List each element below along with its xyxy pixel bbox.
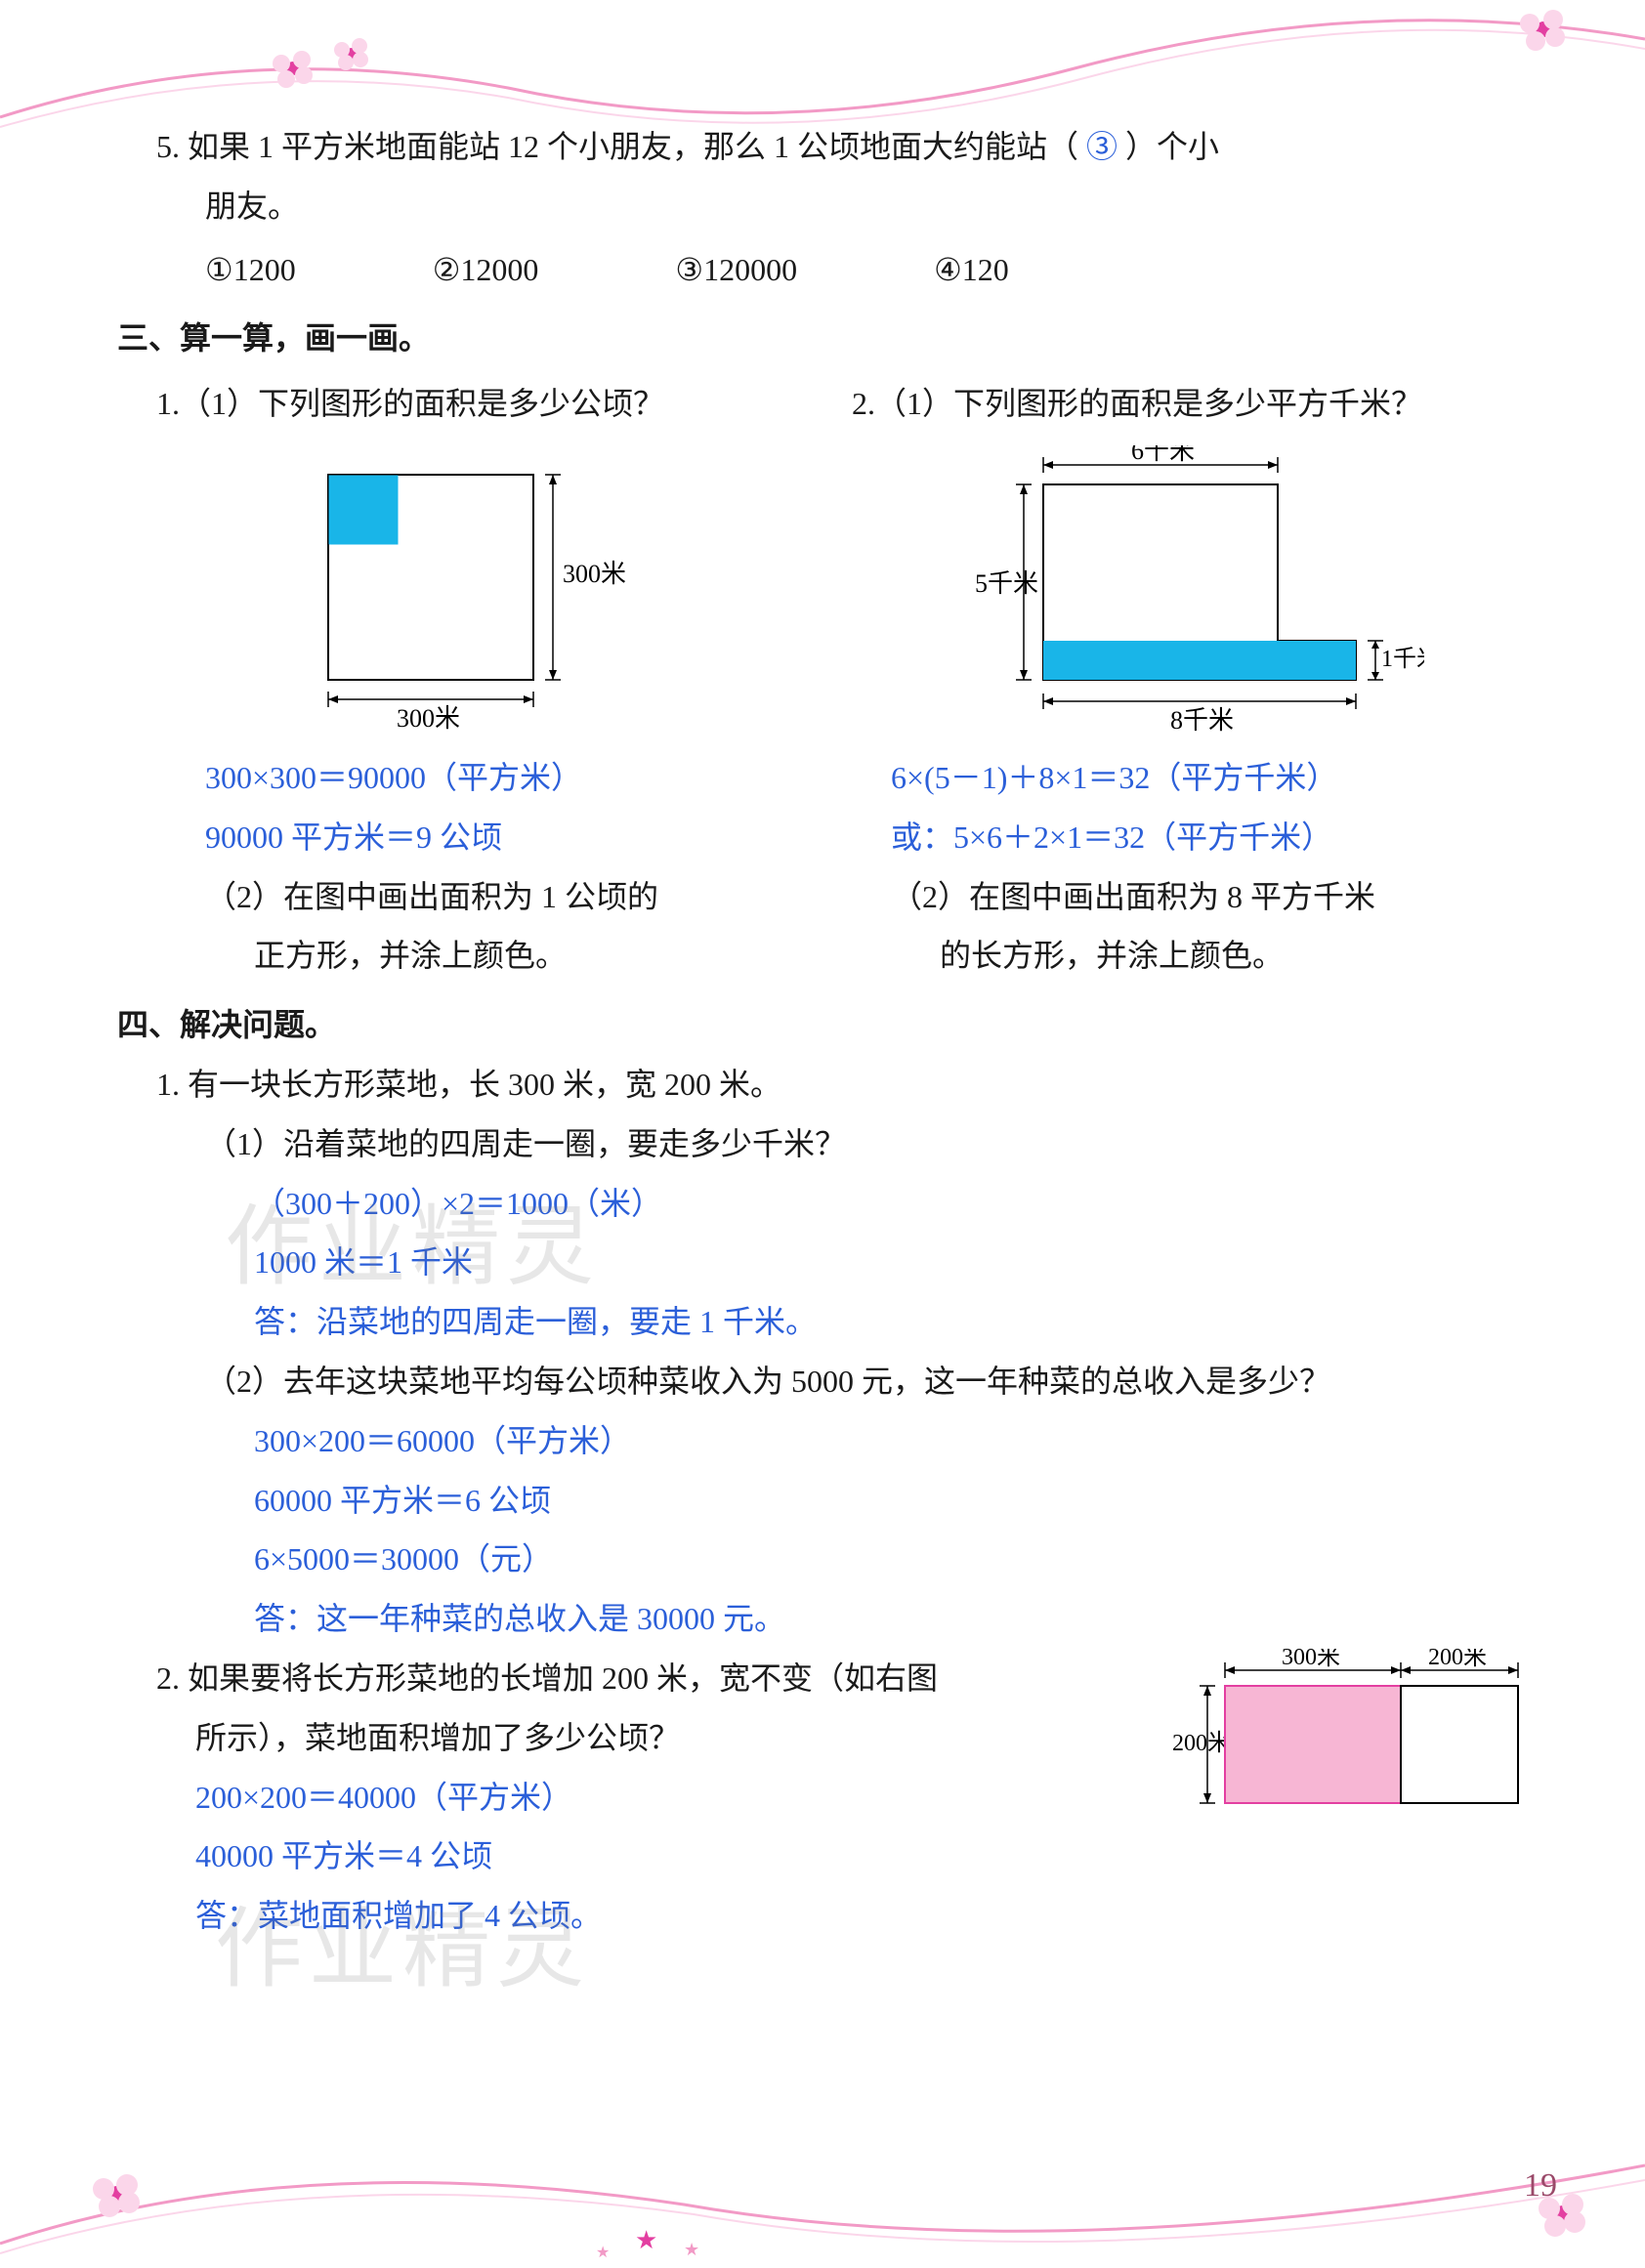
s4q1-p1q: （1）沿着菜地的四周走一圈，要走多少千米？ <box>117 1114 1547 1174</box>
section3-two-col: 1.（1）下列图形的面积是多少公顷？ 300米 <box>117 374 1547 986</box>
q5-opt-4: ④120 <box>934 240 1009 300</box>
svg-text:300米: 300米 <box>1282 1649 1340 1670</box>
s4q1-p2q: （2）去年这块菜地平均每公顷种菜收入为 5000 元，这一年种菜的总收入是多少？ <box>117 1352 1547 1411</box>
svg-text:★: ★ <box>635 2226 657 2254</box>
s3q1-answer2: 90000 平方米＝9 公顷 <box>117 808 813 867</box>
s3q2-part1: 2.（1）下列图形的面积是多少平方千米？ <box>852 374 1547 434</box>
s3q2-part2a: （2）在图中画出面积为 8 平方千米 <box>852 867 1547 927</box>
svg-text:200米: 200米 <box>1172 1730 1231 1756</box>
section4-heading: 四、解决问题。 <box>117 995 1547 1055</box>
section3-q1: 1.（1）下列图形的面积是多少公顷？ 300米 <box>117 374 813 986</box>
s3q1-figure: 300米 300米 <box>117 445 813 738</box>
s4q2-stem1: 2. 如果要将长方形菜地的长增加 200 米，宽不变（如右图 <box>156 1649 1114 1708</box>
q5-opt-3: ③120000 <box>675 240 797 300</box>
svg-text:200米: 200米 <box>1428 1649 1487 1670</box>
s4q1-p2a1: 300×200＝60000（平方米） <box>117 1411 1547 1471</box>
s3q1-part2b: 正方形，并涂上颜色。 <box>117 926 813 986</box>
q5: 5. 如果 1 平方米地面能站 12 个小朋友，那么 1 公顷地面大约能站（ ③… <box>117 117 1547 177</box>
q5-options: ①1200 ②12000 ③120000 ④120 <box>117 240 1547 300</box>
q5-text-after: ）个小 <box>1125 129 1219 164</box>
section3-heading: 三、算一算，画一画。 <box>117 309 1547 368</box>
s3q2-answer2: 或：5×6＋2×1＝32（平方千米） <box>852 808 1547 867</box>
svg-text:1千米: 1千米 <box>1381 646 1424 672</box>
s4q1-p2a3: 6×5000＝30000（元） <box>117 1530 1547 1589</box>
s3q1-fig-label-right: 300米 <box>563 560 626 588</box>
s4q1-p1a2: 1000 米＝1 千米 <box>117 1233 1547 1292</box>
s4q1-p2a4: 答：这一年种菜的总收入是 30000 元。 <box>117 1589 1547 1649</box>
s4q2-figure: 300米 200米 200米 <box>1166 1649 1538 1844</box>
page-content: 5. 如果 1 平方米地面能站 12 个小朋友，那么 1 公顷地面大约能站（ ③… <box>117 117 1547 1946</box>
s3q1-answer1: 300×300＝90000（平方米） <box>117 748 813 808</box>
svg-text:★: ★ <box>596 2245 610 2261</box>
svg-text:5千米: 5千米 <box>975 569 1038 598</box>
s3q2-answer1: 6×(5－1)＋8×1＝32（平方千米） <box>852 748 1547 808</box>
q5-opt-1: ①1200 <box>205 240 296 300</box>
s3q2-figure: 6千米 5千米 <box>852 445 1547 738</box>
svg-text:★: ★ <box>684 2240 699 2259</box>
s3q1-part2a: （2）在图中画出面积为 1 公顷的 <box>117 867 813 927</box>
s4q1-p2a2: 60000 平方米＝6 公顷 <box>117 1471 1547 1531</box>
s4q2-a3: 答：菜地面积增加了 4 公顷。 <box>156 1886 1547 1946</box>
s3q2-part2b: 的长方形，并涂上颜色。 <box>852 926 1547 986</box>
section3-q2: 2.（1）下列图形的面积是多少平方千米？ 6千米 <box>852 374 1547 986</box>
s4q2: 2. 如果要将长方形菜地的长增加 200 米，宽不变（如右图 所示），菜地面积增… <box>117 1649 1547 1946</box>
s4q1-stem: 1. 有一块长方形菜地，长 300 米，宽 200 米。 <box>117 1055 1547 1114</box>
s4q1-p1a3: 答：沿菜地的四周走一圈，要走 1 千米。 <box>117 1292 1547 1352</box>
q5-opt-2: ②12000 <box>433 240 539 300</box>
s3q1-part1: 1.（1）下列图形的面积是多少公顷？ <box>117 374 813 434</box>
svg-text:6千米: 6千米 <box>1131 445 1195 465</box>
decorative-bottom: ★ ★ ★ <box>0 2048 1645 2263</box>
q5-blank-answer: ③ <box>1086 129 1118 164</box>
svg-text:8千米: 8千米 <box>1170 706 1234 735</box>
s3q1-fig-label-bottom: 300米 <box>397 704 460 733</box>
s4q2-stem2: 所示），菜地面积增加了多少公顷？ <box>156 1708 1114 1768</box>
s4q1-p1a1: （300＋200）×2＝1000（米） <box>117 1174 1547 1234</box>
page-number: 19 <box>1524 2167 1557 2205</box>
q5-text-before: 5. 如果 1 平方米地面能站 12 个小朋友，那么 1 公顷地面大约能站（ <box>156 129 1078 164</box>
q5-line2: 朋友。 <box>117 177 1547 236</box>
